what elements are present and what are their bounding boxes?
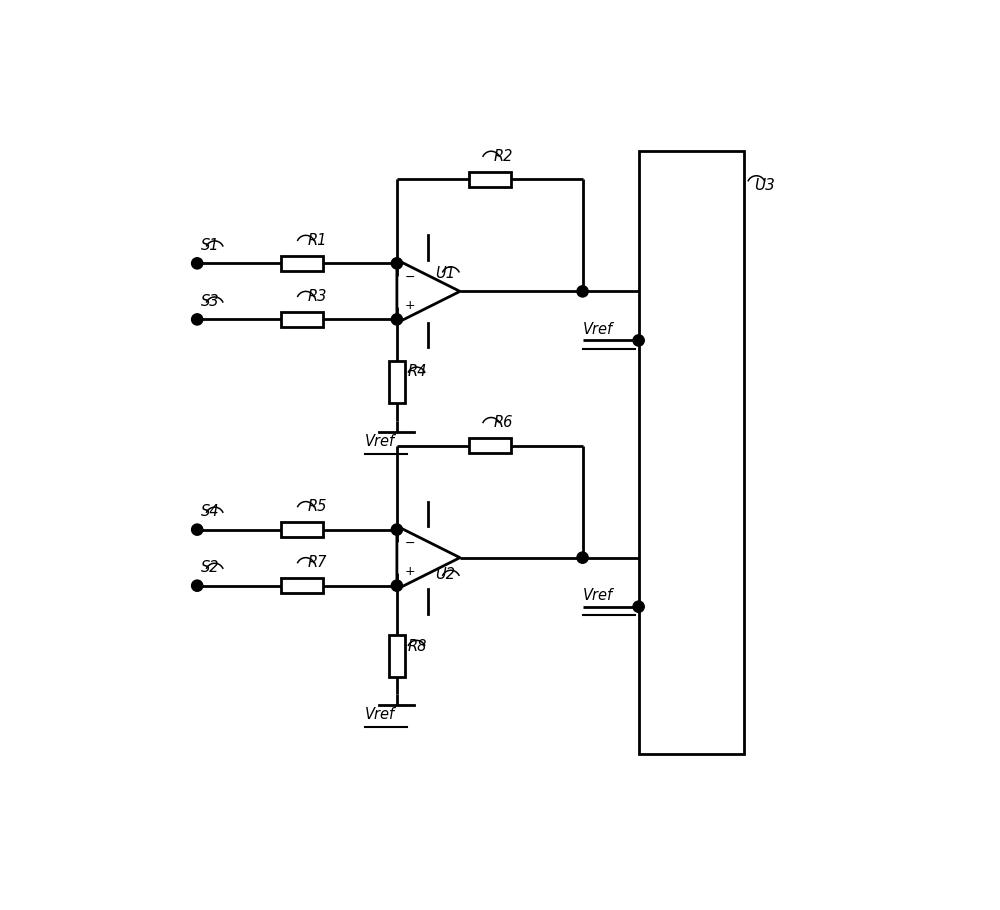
Text: S4: S4 [201, 504, 219, 519]
Circle shape [577, 286, 588, 297]
Circle shape [192, 258, 203, 269]
Text: +: + [404, 565, 415, 578]
Bar [469, 438, 511, 453]
Circle shape [633, 602, 644, 612]
Text: Vref: Vref [365, 707, 395, 723]
Circle shape [192, 524, 203, 535]
Text: +: + [404, 298, 415, 312]
Circle shape [391, 314, 402, 325]
Text: R2: R2 [493, 149, 513, 164]
Text: S1: S1 [201, 238, 219, 253]
Text: Vref: Vref [365, 434, 395, 449]
Text: R8: R8 [407, 640, 427, 654]
Circle shape [633, 335, 644, 346]
Text: S3: S3 [201, 294, 219, 308]
Text: R7: R7 [308, 555, 327, 571]
Circle shape [391, 258, 402, 269]
Text: U2: U2 [435, 567, 455, 582]
Bar [469, 172, 511, 187]
Text: −: − [404, 271, 415, 284]
Text: R1: R1 [308, 233, 327, 248]
Text: S2: S2 [201, 561, 219, 575]
Bar [389, 361, 405, 403]
Circle shape [577, 552, 588, 563]
Text: R3: R3 [308, 289, 327, 304]
Bar [281, 312, 323, 327]
Text: U3: U3 [754, 178, 775, 193]
Text: −: − [404, 537, 415, 551]
Bar [281, 256, 323, 271]
Text: R4: R4 [407, 364, 427, 379]
Circle shape [391, 524, 402, 535]
Text: Vref: Vref [583, 588, 613, 603]
Circle shape [192, 580, 203, 592]
Circle shape [192, 314, 203, 325]
Text: Vref: Vref [583, 322, 613, 337]
Bar [389, 635, 405, 677]
Text: R5: R5 [308, 500, 327, 514]
Bar [281, 522, 323, 537]
Text: U1: U1 [435, 266, 455, 281]
Circle shape [391, 580, 402, 592]
Text: R6: R6 [493, 415, 513, 430]
Bar [281, 578, 323, 593]
Bar [639, 151, 744, 753]
